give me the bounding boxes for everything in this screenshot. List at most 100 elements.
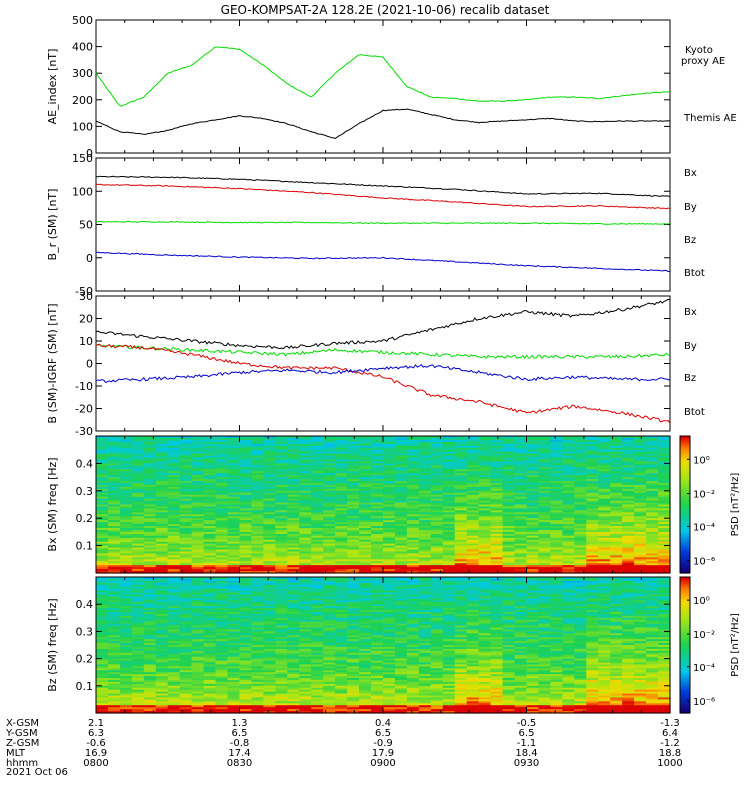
spectrogram-cell — [155, 541, 169, 545]
colorbar-segment — [680, 504, 690, 508]
spectrogram-cell — [646, 436, 659, 439]
spectrogram-cell — [263, 531, 276, 535]
spectrogram-cell — [562, 524, 575, 527]
spectrogram-cell — [466, 563, 480, 566]
spectrogram-cell — [442, 469, 456, 472]
spectrogram-cell — [227, 565, 241, 568]
spectrogram-cell — [430, 481, 444, 484]
spectrogram-cell — [167, 449, 181, 453]
spectrogram-cell — [227, 443, 241, 447]
spectrogram-cell — [96, 496, 109, 500]
spectrogram-cell — [359, 551, 372, 555]
spectrogram-cell — [610, 563, 623, 566]
spectrogram-cell — [347, 569, 360, 572]
spectrogram-cell — [143, 484, 157, 488]
spectrogram-cell — [107, 610, 121, 613]
spectrogram-cell — [610, 557, 623, 560]
spectrogram-cell — [191, 633, 205, 636]
spectrogram-cell — [131, 685, 145, 689]
spectrogram-cell — [287, 527, 300, 531]
spectrogram-cell — [275, 637, 288, 640]
spectrogram-cell — [406, 469, 420, 472]
spectrogram-cell — [155, 449, 169, 453]
spectrogram-cell — [299, 689, 312, 693]
spectrogram-cell — [299, 539, 312, 543]
spectrogram-cell — [550, 516, 563, 519]
spectrogram-cell — [179, 500, 193, 504]
spectrogram-cell — [574, 461, 587, 464]
spectrogram-cell — [179, 455, 193, 459]
spectrogram-cell — [359, 561, 372, 564]
spectrogram-cell — [347, 477, 360, 480]
spectrogram-cell — [203, 439, 217, 443]
spectrogram-cell — [490, 522, 504, 525]
spectrogram-cell — [263, 496, 276, 500]
spectrogram-cell — [514, 492, 528, 496]
spectrogram-cell — [143, 656, 157, 660]
spectrogram-cell — [155, 670, 169, 673]
spectrogram-cell — [263, 582, 276, 586]
spectrogram-cell — [275, 510, 288, 513]
spectrogram-cell — [263, 500, 276, 504]
spectrogram-cell — [418, 533, 432, 537]
spectrogram-cell — [167, 602, 181, 605]
spectrogram-cell — [227, 492, 241, 496]
spectrogram-cell — [155, 580, 169, 584]
spectrogram-cell — [167, 604, 181, 607]
spectrogram-cell — [203, 529, 217, 533]
spectrogram-cell — [383, 437, 396, 441]
spectrogram-cell — [227, 559, 241, 562]
spectrogram-cell — [610, 516, 623, 519]
spectrogram-cell — [215, 553, 229, 556]
spectrogram-cell — [466, 561, 480, 564]
spectrogram-cell — [598, 524, 611, 527]
spectrogram-cell — [478, 526, 492, 529]
spectrogram-cell — [454, 473, 468, 476]
spectrogram-cell — [275, 526, 288, 529]
spectrogram-cell — [610, 553, 623, 556]
spectrogram-cell — [179, 436, 193, 439]
spectrogram-cell — [598, 455, 611, 459]
legend-by: By — [684, 202, 697, 213]
spectrogram-cell — [287, 670, 300, 673]
spectrogram-cell — [275, 535, 288, 539]
spectrogram-cell — [622, 443, 635, 447]
spectrogram-cell — [275, 679, 288, 683]
spectrogram-cell — [143, 447, 157, 451]
spectrogram-cell — [383, 545, 396, 549]
spectrogram-cell — [299, 471, 312, 474]
spectrogram-cell — [251, 582, 265, 586]
spectrogram-cell — [359, 508, 372, 511]
spectrogram-cell — [227, 635, 241, 638]
spectrogram-cell — [430, 479, 444, 482]
spectrogram-cell — [430, 569, 444, 572]
spectrogram-cell — [191, 711, 205, 714]
spectrogram-cell — [526, 518, 540, 521]
spectrogram-cell — [215, 627, 229, 631]
spectrogram-cell — [622, 492, 635, 496]
spectrogram-cell — [502, 484, 516, 488]
spectrogram-cell — [335, 502, 348, 506]
spectrogram-cell — [335, 531, 348, 535]
spectrogram-cell — [406, 479, 420, 482]
spectrogram-cell — [143, 494, 157, 498]
spectrogram-cell — [323, 617, 336, 621]
spectrogram-cell — [167, 658, 181, 662]
spectrogram-cell — [287, 471, 300, 474]
spectrogram-cell — [239, 693, 253, 697]
spectrogram-cell — [203, 557, 217, 560]
spectrogram-cell — [119, 594, 133, 598]
spectrogram-cell — [155, 490, 169, 494]
spectrogram-cell — [275, 471, 288, 474]
spectrogram-cell — [394, 510, 408, 513]
spectrogram-cell — [311, 479, 324, 482]
spectrogram-cell — [239, 492, 253, 496]
spectrogram-cell — [574, 529, 587, 533]
spectrogram-cell — [646, 535, 659, 539]
spectrogram-cell — [550, 490, 563, 494]
spectrogram-cell — [227, 577, 241, 580]
spectrogram-cell — [96, 652, 109, 656]
spectrogram-cell — [263, 475, 276, 478]
spectrogram-cell — [155, 610, 169, 613]
spectrogram-cell — [155, 709, 169, 712]
